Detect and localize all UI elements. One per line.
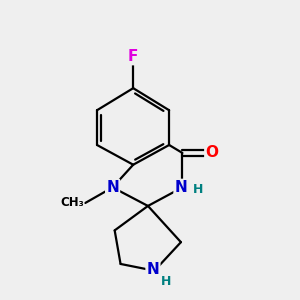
Text: H: H [160,275,171,288]
Text: H: H [193,183,203,196]
Text: N: N [106,180,119,195]
Text: F: F [128,49,138,64]
Text: O: O [205,146,218,160]
Text: N: N [175,180,187,195]
Text: CH₃: CH₃ [60,196,84,209]
Text: N: N [147,262,159,277]
